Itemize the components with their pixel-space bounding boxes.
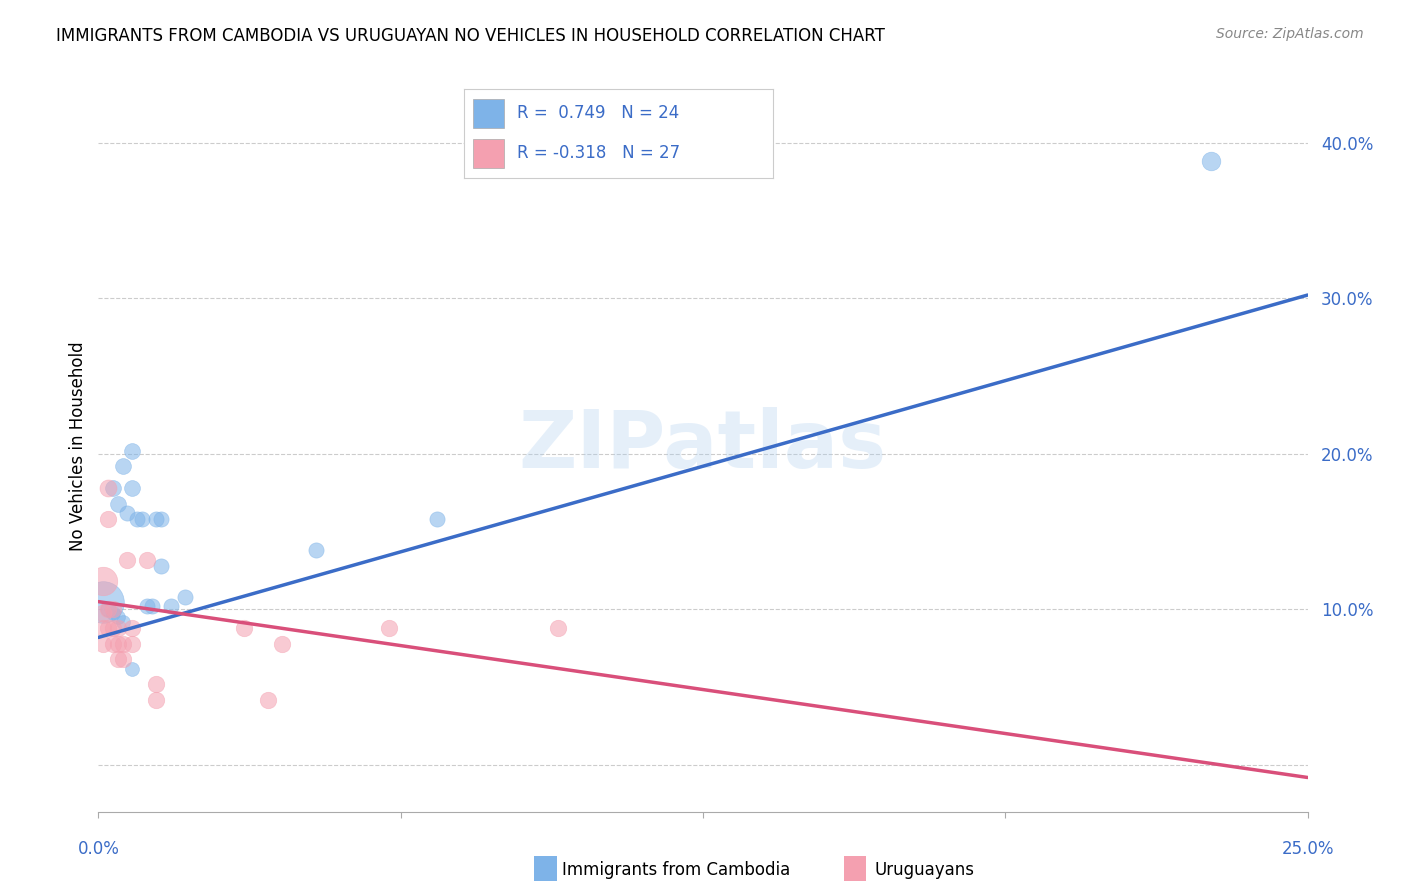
Text: R =  0.749   N = 24: R = 0.749 N = 24 <box>516 104 679 122</box>
Point <box>101 621 124 635</box>
Point <box>121 481 143 495</box>
Point <box>547 621 569 635</box>
Point <box>121 443 143 458</box>
Bar <box>474 99 505 128</box>
Point <box>101 606 124 620</box>
Point <box>121 621 143 635</box>
Text: 0.0%: 0.0% <box>77 839 120 858</box>
Point <box>91 606 114 620</box>
Point <box>232 621 254 635</box>
Point <box>121 637 143 651</box>
Text: ZIPatlas: ZIPatlas <box>519 407 887 485</box>
Point <box>91 621 114 635</box>
Point <box>111 652 134 666</box>
Point <box>377 621 399 635</box>
Point <box>97 481 120 495</box>
Point <box>141 599 163 614</box>
Point <box>426 512 449 526</box>
Point <box>111 459 134 474</box>
Point <box>107 621 129 635</box>
Text: R = -0.318   N = 27: R = -0.318 N = 27 <box>516 145 679 162</box>
Point <box>131 512 153 526</box>
Point <box>97 512 120 526</box>
Point <box>127 512 149 526</box>
Point <box>135 599 157 614</box>
Text: Uruguayans: Uruguayans <box>875 861 974 879</box>
Point <box>101 637 124 651</box>
Point <box>160 599 183 614</box>
Point <box>101 602 124 616</box>
Point <box>174 590 197 604</box>
Bar <box>474 139 505 168</box>
Point <box>145 677 167 691</box>
Point <box>145 512 167 526</box>
Point <box>111 637 134 651</box>
Point <box>91 574 114 589</box>
Point <box>97 621 120 635</box>
Point <box>117 506 139 520</box>
Text: Immigrants from Cambodia: Immigrants from Cambodia <box>562 861 790 879</box>
Text: IMMIGRANTS FROM CAMBODIA VS URUGUAYAN NO VEHICLES IN HOUSEHOLD CORRELATION CHART: IMMIGRANTS FROM CAMBODIA VS URUGUAYAN NO… <box>56 27 886 45</box>
Point <box>107 497 129 511</box>
Point <box>97 602 120 616</box>
Point <box>271 637 294 651</box>
Point <box>305 543 328 558</box>
Point <box>107 610 129 624</box>
Point <box>107 637 129 651</box>
Point <box>256 692 278 706</box>
Point <box>91 637 114 651</box>
Point <box>121 661 143 675</box>
Text: Source: ZipAtlas.com: Source: ZipAtlas.com <box>1216 27 1364 41</box>
Point <box>97 602 120 616</box>
Point <box>150 512 173 526</box>
Point <box>135 552 157 566</box>
Point <box>111 615 134 629</box>
Point <box>117 552 139 566</box>
Text: 25.0%: 25.0% <box>1281 839 1334 858</box>
Point <box>101 481 124 495</box>
Point <box>107 652 129 666</box>
Point <box>1199 154 1222 169</box>
Point <box>150 558 173 573</box>
Point <box>145 692 167 706</box>
Y-axis label: No Vehicles in Household: No Vehicles in Household <box>69 341 87 551</box>
Point <box>91 594 114 608</box>
